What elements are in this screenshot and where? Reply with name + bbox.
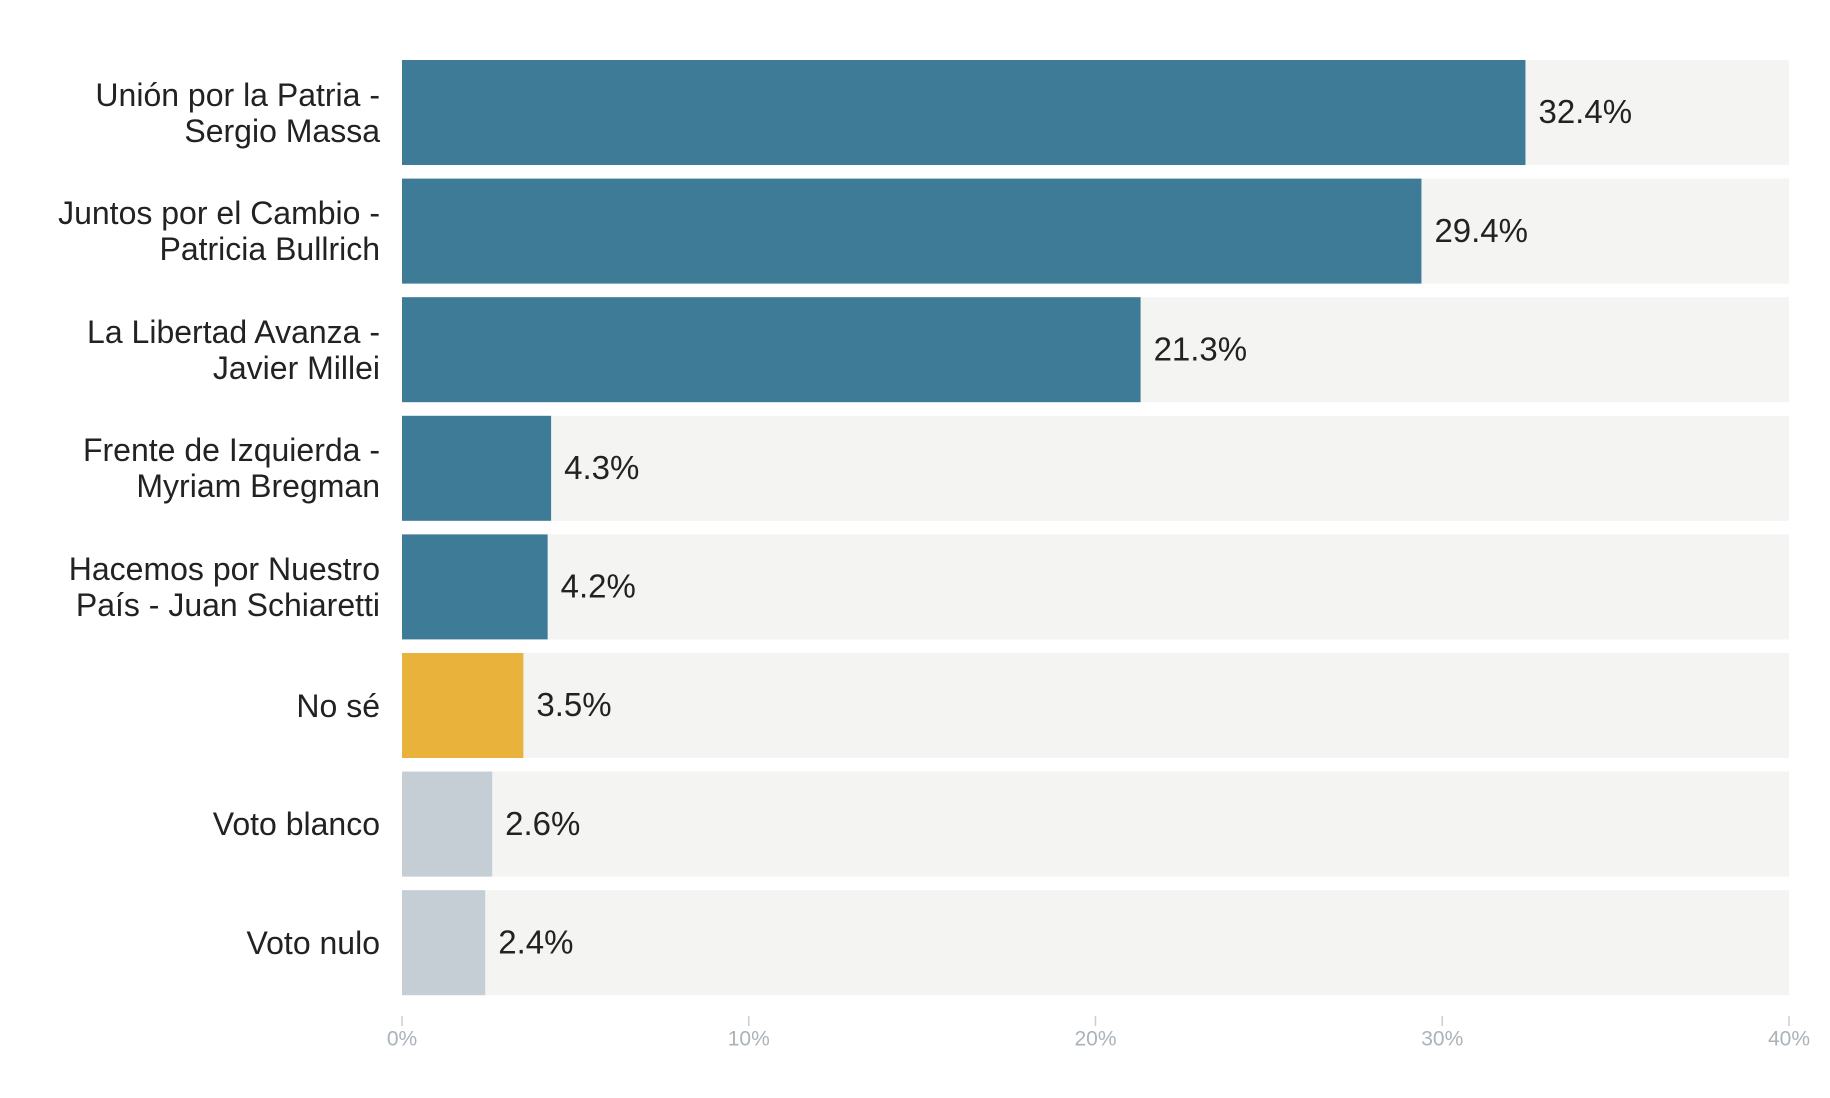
value-label: 4.2% — [561, 568, 636, 605]
value-label: 2.4% — [498, 923, 573, 960]
x-tick-label: 10% — [728, 1028, 770, 1051]
bar — [402, 653, 524, 758]
value-label: 2.6% — [505, 805, 580, 842]
category-label: La Libertad Avanza - Javier Millei — [87, 313, 380, 386]
category-label: Juntos por el Cambio - Patricia Bullrich — [58, 195, 380, 268]
bar-background — [402, 534, 1789, 640]
bar — [402, 534, 548, 640]
category-label: Voto nulo — [246, 924, 380, 961]
bar — [402, 890, 486, 996]
x-tick-label: 40% — [1768, 1028, 1810, 1051]
value-label: 21.3% — [1154, 330, 1248, 367]
bar-background — [402, 415, 1789, 521]
x-tick-label: 0% — [387, 1028, 417, 1051]
bar — [402, 60, 1526, 165]
bar — [402, 771, 493, 877]
bar-background — [402, 890, 1789, 996]
value-label: 32.4% — [1538, 93, 1632, 130]
category-label: Unión por la Patria - Sergio Massa — [95, 76, 380, 149]
category-label: Hacemos por Nuestro País - Juan Schiaret… — [68, 550, 380, 623]
category-label: Voto blanco — [212, 806, 380, 843]
bar-background — [402, 771, 1789, 877]
x-tick-label: 30% — [1421, 1028, 1463, 1051]
category-label: No sé — [296, 687, 380, 724]
category-label: Frente de Izquierda - Myriam Bregman — [82, 432, 380, 505]
value-label: 29.4% — [1434, 212, 1528, 249]
bar — [402, 297, 1141, 403]
value-label: 4.3% — [564, 449, 639, 486]
bar — [402, 415, 552, 521]
bar — [402, 178, 1422, 284]
bar-background — [402, 653, 1789, 758]
value-label: 3.5% — [536, 686, 611, 723]
x-tick-label: 20% — [1074, 1028, 1116, 1051]
